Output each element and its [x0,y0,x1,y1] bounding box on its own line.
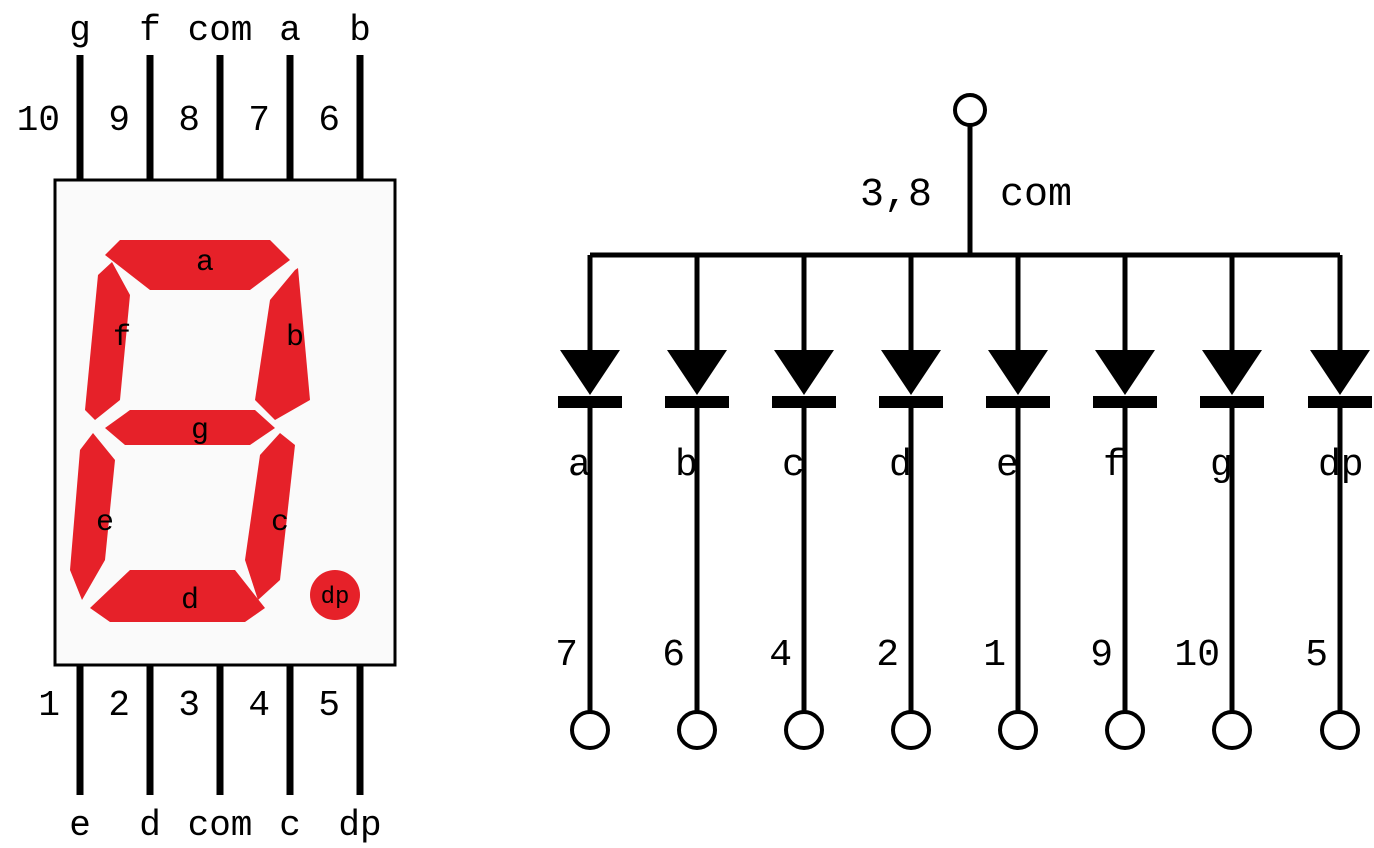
pin-name-label: d [139,805,161,846]
segment-label: a [196,246,214,280]
diode-triangle [1095,350,1155,395]
com-pins-label: 3,8 [860,173,932,218]
branch-pin-number: 7 [555,634,578,677]
segment-label: dp [321,584,350,611]
branch-terminal [893,712,929,748]
diode-triangle [1310,350,1370,395]
pin-name-label: com [188,805,253,846]
pin-number-label: 8 [178,100,200,141]
branch-terminal [679,712,715,748]
pin-number-label: 5 [318,685,340,726]
branch-segment-label: a [568,444,591,487]
segment-label: f [113,321,131,355]
pin-name-label: c [279,805,301,846]
pin-number-label: 9 [108,100,130,141]
branch-terminal [1107,712,1143,748]
pin-name-label: b [349,10,371,51]
branch-pin-number: 10 [1174,634,1220,677]
branch-terminal [786,712,822,748]
pin-name-label: a [279,10,301,51]
seven-segment-diagram: g 10 f 9 com 8 a 7 b 6 1 e 2 d 3 com 4 c 5 dp a b c d e f g dp 3,8 co… [0,0,1374,848]
diode-triangle [1202,350,1262,395]
diode-triangle [560,350,620,395]
segment-label: g [191,414,209,448]
pin-number-label: 2 [108,685,130,726]
branch-segment-label: g [1210,444,1233,487]
pin-number-label: 3 [178,685,200,726]
pin-number-label: 7 [248,100,270,141]
diode-triangle [667,350,727,395]
pin-number-label: 1 [38,685,60,726]
branch-pin-number: 2 [876,634,899,677]
pin-number-label: 10 [17,100,60,141]
branch-terminal [572,712,608,748]
branch-segment-label: d [889,444,912,487]
branch-segment-label: dp [1318,444,1364,487]
com-text-label: com [1000,173,1072,218]
branch-pin-number: 9 [1090,634,1113,677]
pin-name-label: g [69,10,91,51]
branch-pin-number: 1 [983,634,1006,677]
branch-terminal [1322,712,1358,748]
diode-triangle [988,350,1048,395]
pin-name-label: dp [338,805,381,846]
com-terminal [955,95,985,125]
pin-name-label: f [139,10,161,51]
pin-number-label: 6 [318,100,340,141]
branch-segment-label: e [996,444,1019,487]
branch-segment-label: f [1103,444,1126,487]
branch-pin-number: 5 [1305,634,1328,677]
segment-label: b [286,321,304,355]
segment-label: e [96,506,114,540]
branch-terminal [1000,712,1036,748]
branch-terminal [1214,712,1250,748]
branch-pin-number: 6 [662,634,685,677]
branch-pin-number: 4 [769,634,792,677]
pin-number-label: 4 [248,685,270,726]
branch-segment-label: c [782,444,805,487]
pin-name-label: com [188,10,253,51]
segment-label: c [271,506,289,540]
diode-triangle [774,350,834,395]
segment-label: d [181,584,199,618]
pin-name-label: e [69,805,91,846]
diode-triangle [881,350,941,395]
branch-segment-label: b [675,444,698,487]
